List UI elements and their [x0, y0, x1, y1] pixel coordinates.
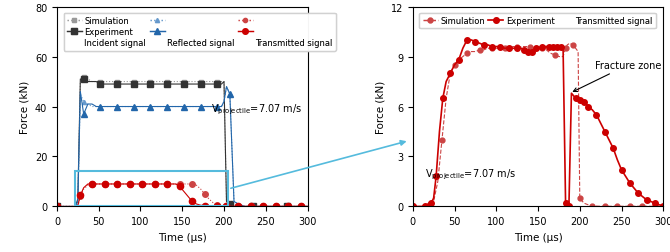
X-axis label: Time (μs): Time (μs)	[514, 232, 562, 242]
Text: V$_{\rm projectile}$=7.07 m/s: V$_{\rm projectile}$=7.07 m/s	[425, 167, 517, 181]
Legend: Simulation, Experiment, Incident signal, , , Reflected signal, , , Transmitted s: Simulation, Experiment, Incident signal,…	[64, 14, 336, 51]
Text: V$_{\rm projectile}$=7.07 m/s: V$_{\rm projectile}$=7.07 m/s	[212, 103, 303, 117]
Y-axis label: Force (kN): Force (kN)	[375, 81, 385, 134]
Text: Fracture zone: Fracture zone	[574, 61, 661, 92]
Legend: Simulation, Experiment, Transmitted signal: Simulation, Experiment, Transmitted sign…	[419, 14, 656, 29]
Y-axis label: Force (kN): Force (kN)	[19, 81, 29, 134]
Bar	[75, 172, 228, 207]
X-axis label: Time (μs): Time (μs)	[158, 232, 206, 242]
